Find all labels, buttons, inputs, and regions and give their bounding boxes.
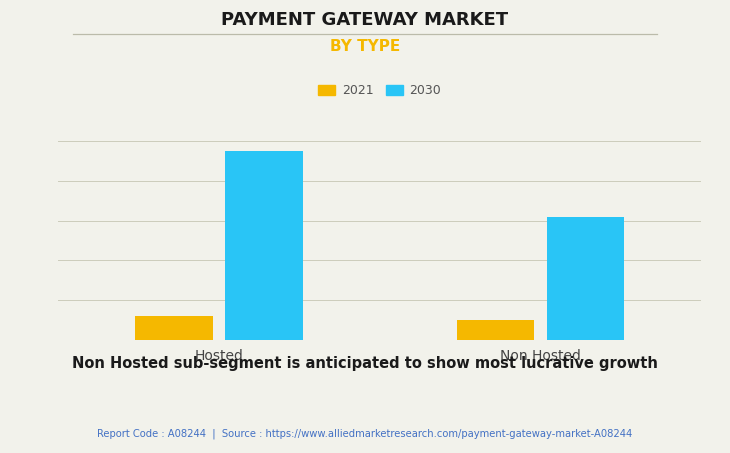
Bar (547, 217, 623, 340)
Text: BY TYPE: BY TYPE (330, 39, 400, 53)
Text: PAYMENT GATEWAY MARKET: PAYMENT GATEWAY MARKET (221, 11, 509, 29)
Bar (226, 151, 302, 340)
Legend: 2021, 2030: 2021, 2030 (313, 79, 446, 102)
Bar (457, 320, 534, 340)
Text: Report Code : A08244  |  Source : https://www.alliedmarketresearch.com/payment-g: Report Code : A08244 | Source : https://… (97, 428, 633, 439)
Bar (136, 316, 212, 340)
Text: Non Hosted sub-segment is anticipated to show most lucrative growth: Non Hosted sub-segment is anticipated to… (72, 356, 658, 371)
